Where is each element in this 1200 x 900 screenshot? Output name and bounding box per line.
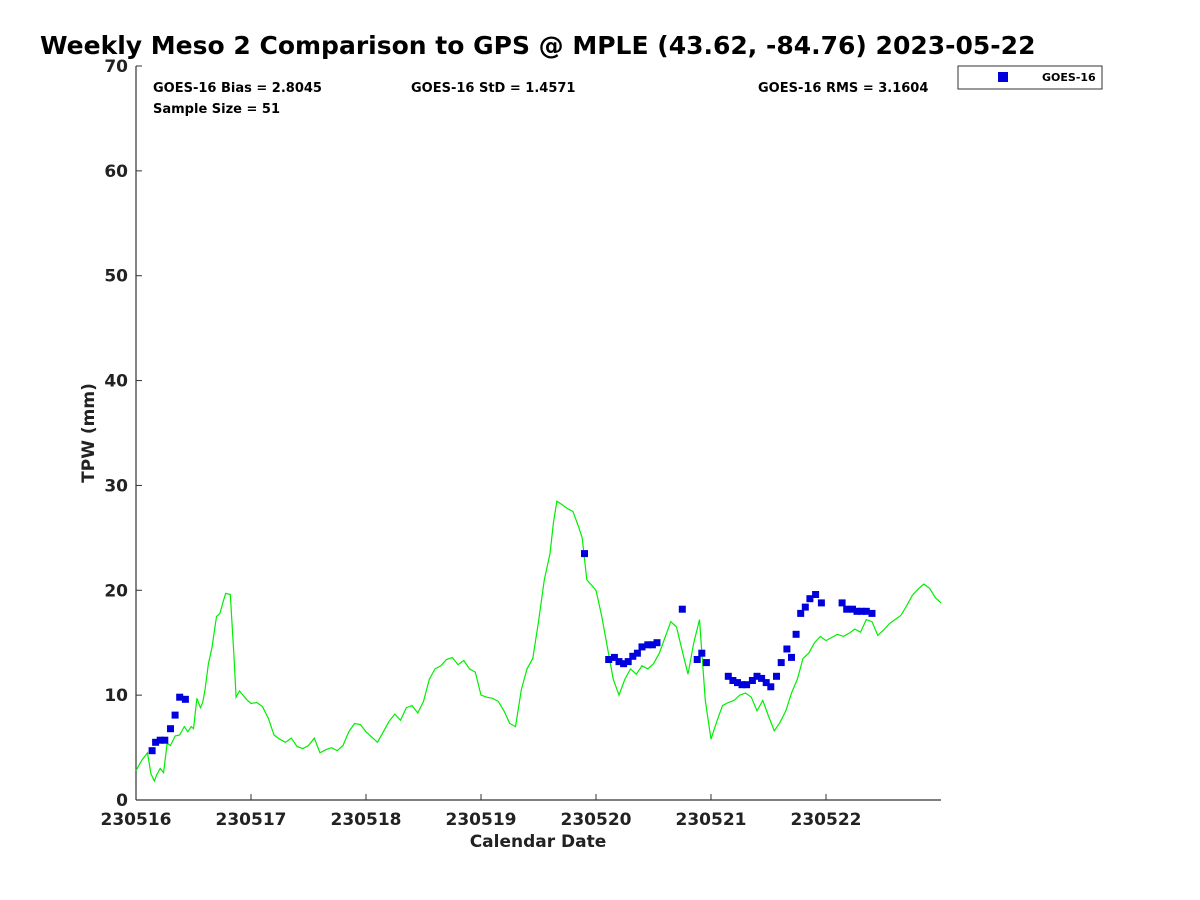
std-annotation: GOES-16 StD = 1.4571: [411, 81, 575, 96]
x-tick-label: 230518: [331, 810, 402, 830]
legend-label-goes16: GOES-16: [1042, 71, 1096, 84]
legend: GOES-16: [957, 65, 1103, 90]
x-axis-ticks: 230516 230517 230518 230519 230520 230521 2305…: [101, 794, 862, 830]
goes16-data-point: [605, 656, 613, 663]
goes16-data-point: [698, 649, 706, 657]
goes16-data-point: [161, 736, 169, 744]
goes16-data-point: [843, 605, 851, 613]
goes16-data-point: [783, 645, 791, 653]
x-tick-label: 230516: [101, 810, 172, 830]
goes16-data-point: [633, 649, 641, 657]
y-tick-label: 10: [104, 686, 128, 706]
y-tick-label: 60: [104, 162, 128, 182]
y-tick-label: 40: [104, 372, 128, 392]
goes16-data-point: [838, 599, 846, 607]
goes16-data-point: [862, 607, 870, 615]
series-layer: [135, 500, 942, 783]
goes16-data-point: [156, 736, 164, 744]
rms-annotation: GOES-16 RMS = 3.1604: [758, 81, 928, 96]
goes16-data-point: [152, 738, 160, 746]
goes16-data-point: [148, 747, 156, 755]
goes16-data-point: [788, 653, 795, 661]
goes16-data-point: [738, 681, 746, 689]
y-tick-label: 30: [104, 476, 128, 496]
goes16-data-point: [181, 695, 189, 703]
x-tick-label: 230520: [561, 810, 632, 830]
goes16-data-point: [702, 659, 710, 667]
y-axis-label: TPW (mm): [79, 383, 99, 483]
y-axis-ticks: 0 10 20 30 40 50 60 70: [104, 57, 142, 811]
goes16-data-point: [693, 656, 701, 663]
goes16-data-point: [648, 641, 656, 649]
goes16-data-point: [806, 595, 814, 603]
legend-marker: [998, 72, 1008, 82]
goes16-data-point: [753, 672, 761, 680]
bias-annotation: GOES-16 Bias = 2.8045: [153, 81, 322, 96]
y-tick-label: 50: [104, 267, 128, 287]
sample-size-annotation: Sample Size = 51: [153, 102, 280, 117]
stats-annotations: GOES-16 Bias = 2.8045 GOES-16 StD = 1.45…: [153, 81, 928, 117]
goes16-data-point: [678, 605, 686, 613]
goes16-data-point: [858, 607, 866, 615]
goes16-data-point: [758, 674, 766, 682]
goes16-data-point: [868, 609, 876, 617]
goes16-data-point: [853, 607, 861, 615]
goes16-data-point: [773, 672, 780, 680]
goes16-data-point: [171, 711, 179, 719]
x-tick-label: 230519: [446, 810, 517, 830]
x-tick-label: 230521: [676, 810, 747, 830]
goes16-data-point: [624, 658, 632, 666]
goes16-data-point: [610, 653, 618, 661]
goes16-data-point: [849, 605, 856, 613]
x-tick-label: 230522: [791, 810, 862, 830]
goes16-data-point: [644, 641, 652, 649]
y-tick-label: 70: [104, 57, 128, 77]
goes16-data-point: [743, 681, 751, 689]
goes16-data-point: [734, 679, 741, 687]
goes16-data-point: [777, 659, 785, 667]
goes16-data-point: [812, 591, 820, 598]
plot-area: [135, 66, 941, 801]
goes16-data-point: [792, 630, 800, 638]
goes16-data-point: [638, 643, 646, 651]
goes16-data-point: [801, 603, 809, 611]
gps-tpw-line: [135, 500, 942, 783]
y-tick-label: 0: [116, 791, 128, 811]
goes16-data-point: [176, 693, 184, 701]
goes16-data-point: [724, 672, 732, 680]
goes16-data-point: [629, 652, 637, 660]
legend-box: [957, 65, 1103, 90]
goes16-data-point: [748, 677, 756, 684]
goes16-data-point: [653, 639, 661, 647]
y-tick-label: 20: [104, 581, 128, 601]
goes16-data-point: [620, 660, 628, 668]
x-tick-label: 230517: [216, 810, 287, 830]
x-axis-label: Calendar Date: [470, 832, 607, 852]
goes16-data-point: [167, 725, 174, 733]
goes16-data-point: [581, 550, 588, 558]
goes16-data-point: [797, 609, 805, 617]
chart-title: Weekly Meso 2 Comparison to GPS @ MPLE (…: [40, 31, 1035, 60]
goes16-data-point: [729, 677, 737, 684]
goes16-data-point: [762, 679, 770, 687]
goes16-data-point: [817, 599, 825, 607]
goes16-data-point: [767, 683, 775, 691]
goes16-data-point: [615, 658, 623, 666]
